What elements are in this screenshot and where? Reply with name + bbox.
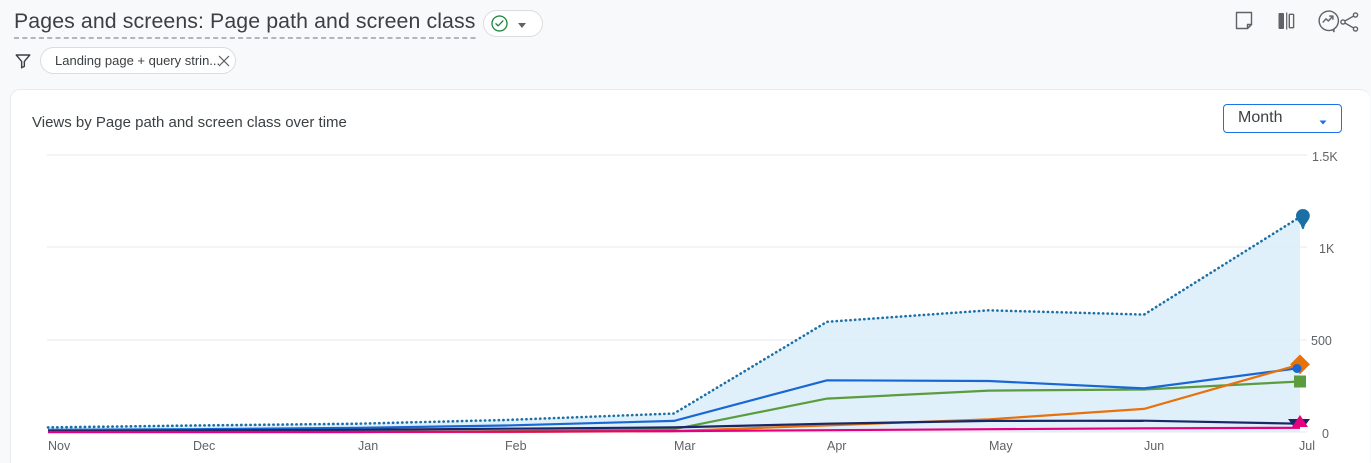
svg-text:Jul: Jul xyxy=(1299,439,1315,453)
svg-text:Jun: Jun xyxy=(1144,439,1164,453)
svg-text:0: 0 xyxy=(1322,427,1329,441)
svg-text:Mar: Mar xyxy=(674,439,696,453)
svg-text:1.5K: 1.5K xyxy=(1312,150,1338,164)
svg-text:Jan: Jan xyxy=(358,439,378,453)
svg-text:Dec: Dec xyxy=(193,439,215,453)
svg-text:Apr: Apr xyxy=(827,439,846,453)
svg-text:1K: 1K xyxy=(1319,242,1335,256)
svg-text:Nov: Nov xyxy=(48,439,71,453)
svg-text:May: May xyxy=(989,439,1013,453)
svg-text:Feb: Feb xyxy=(505,439,527,453)
svg-text:500: 500 xyxy=(1311,334,1332,348)
